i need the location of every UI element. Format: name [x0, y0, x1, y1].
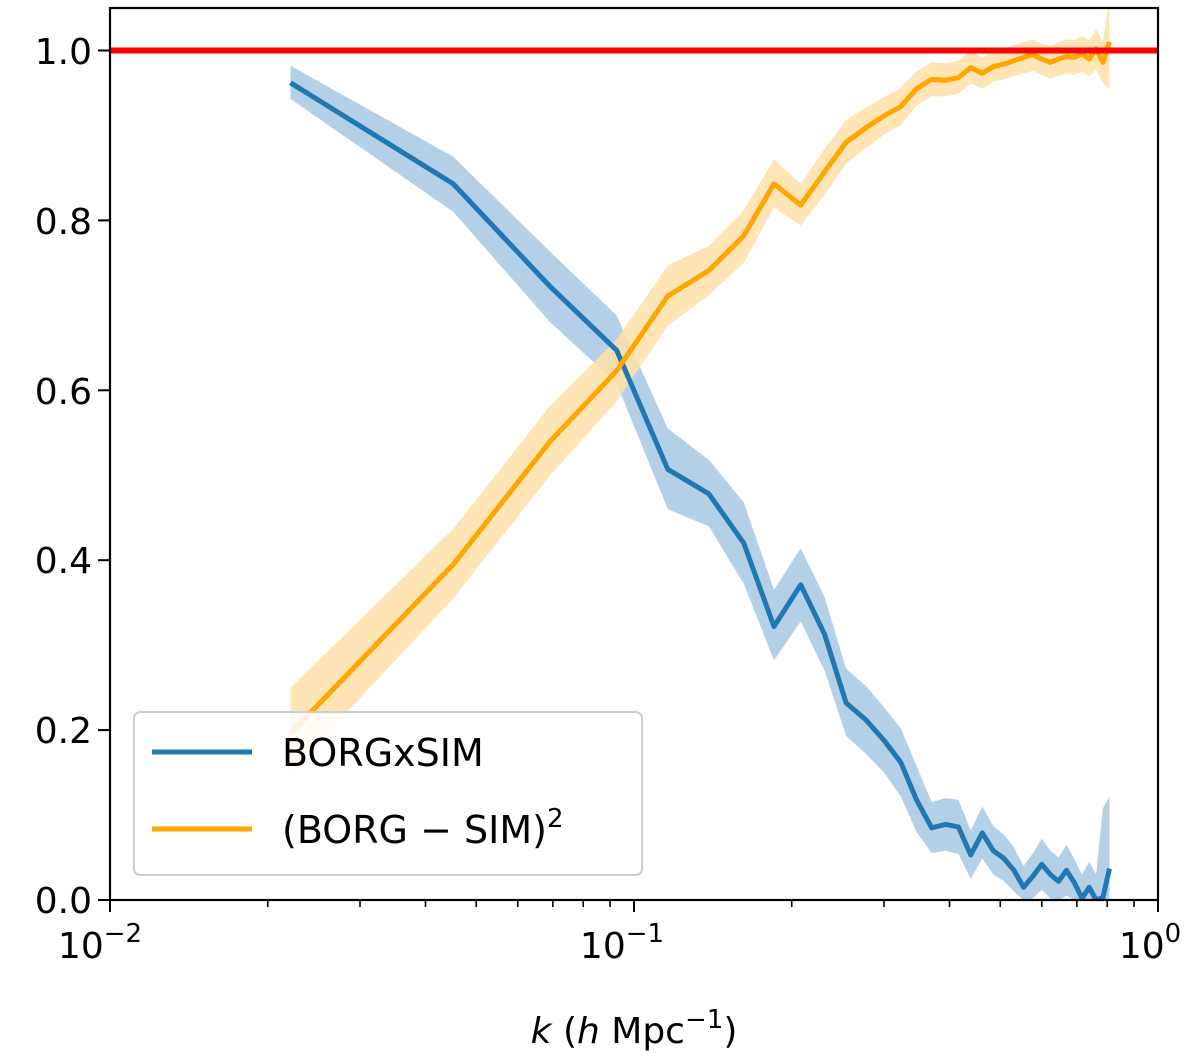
series-line-borgxsim	[289, 80, 1112, 900]
x-tick-label: 100	[1119, 919, 1181, 967]
x-tick-labels: 10−2 10−1 100	[58, 919, 1181, 967]
axis-ticks	[98, 49, 1159, 912]
x-tick-label: 10−1	[580, 919, 664, 967]
y-tick-label: 0.4	[35, 541, 92, 582]
legend-label-borgxsim: BORGxSIM	[282, 731, 484, 775]
legend: BORGxSIM (BORG − SIM)2	[133, 711, 643, 876]
legend-label-borg-minus-sim-squared: (BORG − SIM)2	[282, 804, 563, 852]
legend-box	[133, 711, 643, 876]
x-tick-label: 10−2	[58, 919, 142, 967]
y-tick-labels: 0.0 0.2 0.4 0.6 0.8 1.0	[35, 32, 92, 922]
y-tick-label: 1.0	[35, 32, 92, 73]
band-borgxsim	[290, 65, 1110, 900]
uncertainty-bands	[290, 8, 1110, 900]
y-tick-label: 0.2	[35, 711, 92, 752]
y-tick-label: 0.6	[35, 372, 92, 413]
y-tick-label: 0.8	[35, 202, 92, 243]
series-line-borg-minus-sim-squared	[288, 41, 1112, 736]
series-lines	[288, 41, 1112, 900]
x-axis-label: k (h Mpc−1)	[531, 1005, 738, 1052]
axes-frame	[108, 6, 1160, 902]
y-tick-label: 0.0	[35, 881, 92, 922]
